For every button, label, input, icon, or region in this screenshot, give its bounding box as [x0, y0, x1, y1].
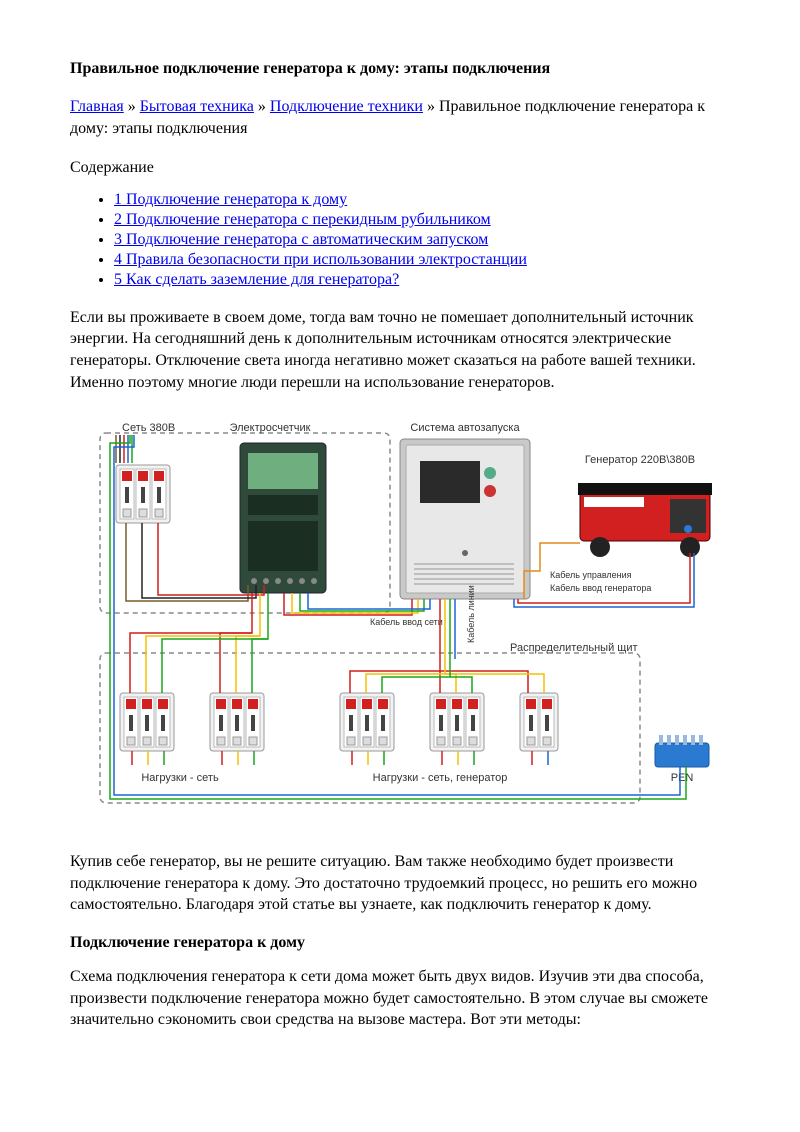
svg-text:Электросчетчик: Электросчетчик: [230, 422, 311, 434]
page-title: Правильное подключение генератора к дому…: [70, 60, 730, 78]
toc-link[interactable]: 4 Правила безопасности при использовании…: [114, 251, 527, 268]
breadcrumb-sep: »: [254, 98, 270, 115]
toc-heading: Содержание: [70, 159, 730, 177]
paragraph-section: Схема подключения генератора к сети дома…: [70, 966, 730, 1031]
svg-text:Система автозапуска: Система автозапуска: [410, 422, 520, 434]
paragraph-after-diagram: Купив себе генератор, вы не решите ситуа…: [70, 851, 730, 916]
svg-text:Кабель ввод генератора: Кабель ввод генератора: [550, 583, 651, 593]
svg-text:Распределительный щит: Распределительный щит: [510, 642, 638, 654]
toc-item: 5 Как сделать заземление для генератора?: [114, 271, 730, 289]
toc-list: 1 Подключение генератора к дому 2 Подклю…: [70, 191, 730, 289]
toc-link[interactable]: 3 Подключение генератора с автоматически…: [114, 231, 488, 248]
breadcrumb-sep: »: [423, 98, 439, 115]
svg-text:Кабель линии: Кабель линии: [466, 585, 476, 643]
breadcrumb: Главная » Бытовая техника » Подключение …: [70, 96, 730, 141]
svg-text:Сеть 380В: Сеть 380В: [122, 422, 175, 434]
svg-text:Кабель управления: Кабель управления: [550, 570, 632, 580]
toc-item: 3 Подключение генератора с автоматически…: [114, 231, 730, 249]
paragraph-intro: Если вы проживаете в своем доме, тогда в…: [70, 307, 730, 393]
breadcrumb-link-appliances[interactable]: Бытовая техника: [140, 98, 254, 115]
toc-item: 4 Правила безопасности при использовании…: [114, 251, 730, 269]
breadcrumb-sep: »: [124, 98, 140, 115]
toc-item: 2 Подключение генератора с перекидным ру…: [114, 211, 730, 229]
svg-text:Нагрузки - сеть: Нагрузки - сеть: [141, 772, 219, 784]
toc-link[interactable]: 2 Подключение генератора с перекидным ру…: [114, 211, 491, 228]
svg-text:Генератор 220В\380В: Генератор 220В\380В: [585, 454, 695, 466]
svg-text:Нагрузки - сеть, генератор: Нагрузки - сеть, генератор: [373, 772, 508, 784]
section-heading: Подключение генератора к дому: [70, 934, 730, 952]
toc-item: 1 Подключение генератора к дому: [114, 191, 730, 209]
toc-link[interactable]: 1 Подключение генератора к дому: [114, 191, 347, 208]
toc-link[interactable]: 5 Как сделать заземление для генератора?: [114, 271, 399, 288]
breadcrumb-link-home[interactable]: Главная: [70, 98, 124, 115]
svg-text:PEN: PEN: [671, 772, 694, 784]
svg-text:Кабель ввод сети: Кабель ввод сети: [370, 617, 443, 627]
breadcrumb-link-connection[interactable]: Подключение техники: [270, 98, 423, 115]
wiring-diagram: Распределительный щит Сеть 380В Электросче…: [70, 403, 730, 833]
